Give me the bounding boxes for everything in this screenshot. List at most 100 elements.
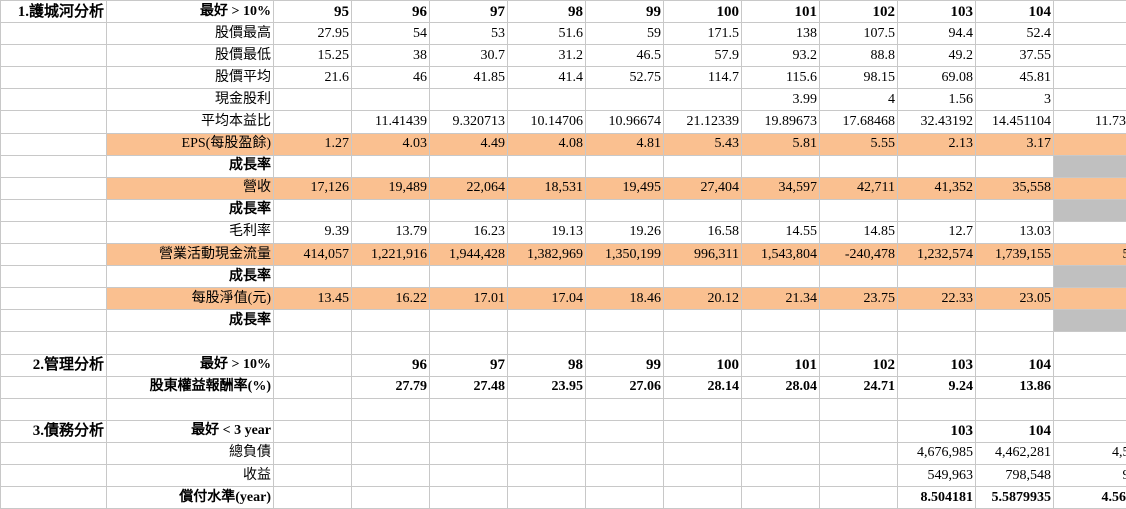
value-cell[interactable] [586,199,664,221]
empty-cell[interactable] [976,332,1054,354]
value-cell[interactable] [742,487,820,509]
value-cell[interactable] [664,199,742,221]
value-cell[interactable]: 414,057 [274,244,352,266]
year-cell[interactable]: 105 [1054,420,1126,442]
year-cell[interactable]: 99 [586,354,664,376]
empty-cell[interactable] [508,398,586,420]
value-cell[interactable]: 12% [1054,155,1126,177]
empty-cell[interactable] [898,332,976,354]
empty-cell[interactable] [1,221,107,243]
value-cell[interactable]: 41.4 [508,67,586,89]
value-cell[interactable]: 27.48 [430,376,508,398]
value-cell[interactable]: 992,099 [1054,464,1126,486]
value-cell[interactable]: 4.81 [586,133,664,155]
value-cell[interactable]: 138 [742,23,820,45]
value-cell[interactable] [274,111,352,133]
value-cell[interactable]: 14.451104 [976,111,1054,133]
value-cell[interactable]: 1,944,428 [430,244,508,266]
value-cell[interactable] [742,310,820,332]
value-cell[interactable] [586,310,664,332]
value-cell[interactable]: 32.43192 [898,111,976,133]
value-cell[interactable] [430,199,508,221]
year-cell[interactable]: 104 [976,354,1054,376]
value-cell[interactable] [586,487,664,509]
value-cell[interactable]: 107.5 [820,23,898,45]
value-cell[interactable]: 171.5 [664,23,742,45]
value-cell[interactable] [274,442,352,464]
row-label[interactable]: EPS(每股盈餘) [107,133,274,155]
value-cell[interactable]: 15.25 [274,45,352,67]
empty-cell[interactable] [1,45,107,67]
value-cell[interactable] [820,266,898,288]
year-cell[interactable]: 105 [1054,1,1126,23]
year-cell[interactable]: 97 [430,1,508,23]
value-cell[interactable]: 1.56 [898,89,976,111]
row-label[interactable]: 營業活動現金流量 [107,244,274,266]
value-cell[interactable]: 4.49 [430,133,508,155]
value-cell[interactable]: 52.75 [586,67,664,89]
year-cell[interactable]: 99 [586,1,664,23]
section-title[interactable]: 1.護城河分析 [1,1,107,23]
year-cell[interactable] [586,420,664,442]
empty-cell[interactable] [1,67,107,89]
value-cell[interactable] [430,487,508,509]
value-cell[interactable]: 3.98 [1054,89,1126,111]
value-cell[interactable] [586,266,664,288]
value-cell[interactable]: 21.6 [274,67,352,89]
value-cell[interactable] [430,310,508,332]
criterion-label[interactable]: 最好 < 3 year [107,420,274,442]
value-cell[interactable]: 88.8 [820,45,898,67]
value-cell[interactable]: 53 [430,23,508,45]
value-cell[interactable] [664,310,742,332]
empty-cell[interactable] [1,464,107,486]
value-cell[interactable]: 35,558 [976,177,1054,199]
value-cell[interactable]: 4.03 [352,133,430,155]
value-cell[interactable]: 21.34 [742,288,820,310]
year-cell[interactable] [820,420,898,442]
year-cell[interactable] [274,354,352,376]
value-cell[interactable]: 28.04 [742,376,820,398]
value-cell[interactable]: 798,548 [976,464,1054,486]
value-cell[interactable] [274,310,352,332]
empty-cell[interactable] [1,111,107,133]
year-cell[interactable]: 101 [742,1,820,23]
row-label[interactable]: 成長率 [107,155,274,177]
value-cell[interactable]: 49.2 [898,45,976,67]
value-cell[interactable] [586,442,664,464]
value-cell[interactable]: 69.08 [898,67,976,89]
value-cell[interactable]: 17.04 [508,288,586,310]
empty-cell[interactable] [1054,332,1126,354]
row-label[interactable]: 毛利率 [107,221,274,243]
empty-cell[interactable] [430,398,508,420]
empty-cell[interactable] [1,133,107,155]
value-cell[interactable]: 7% [1054,199,1126,221]
row-label[interactable]: 股價最高 [107,23,274,45]
value-cell[interactable] [820,155,898,177]
value-cell[interactable] [352,199,430,221]
empty-cell[interactable] [586,332,664,354]
row-label[interactable]: 成長率 [107,310,274,332]
year-cell[interactable]: 97 [430,354,508,376]
value-cell[interactable]: 11.41439 [352,111,430,133]
value-cell[interactable]: 4 [820,89,898,111]
value-cell[interactable]: 21.12339 [664,111,742,133]
row-label[interactable]: 總負債 [107,442,274,464]
row-label[interactable]: 平均本益比 [107,111,274,133]
value-cell[interactable] [508,199,586,221]
value-cell[interactable] [820,464,898,486]
value-cell[interactable]: 1,543,804 [742,244,820,266]
value-cell[interactable]: 19.13 [508,221,586,243]
value-cell[interactable] [274,376,352,398]
value-cell[interactable] [586,155,664,177]
empty-cell[interactable] [1,376,107,398]
empty-cell[interactable] [820,398,898,420]
value-cell[interactable]: 13.38 [1054,221,1126,243]
criterion-label[interactable]: 最好 > 10% [107,354,274,376]
empty-cell[interactable] [1,177,107,199]
year-cell[interactable]: 101 [742,354,820,376]
value-cell[interactable]: 996,311 [664,244,742,266]
value-cell[interactable] [508,442,586,464]
value-cell[interactable]: 59 [586,23,664,45]
value-cell[interactable]: 27,404 [664,177,742,199]
value-cell[interactable]: 38 [352,45,430,67]
